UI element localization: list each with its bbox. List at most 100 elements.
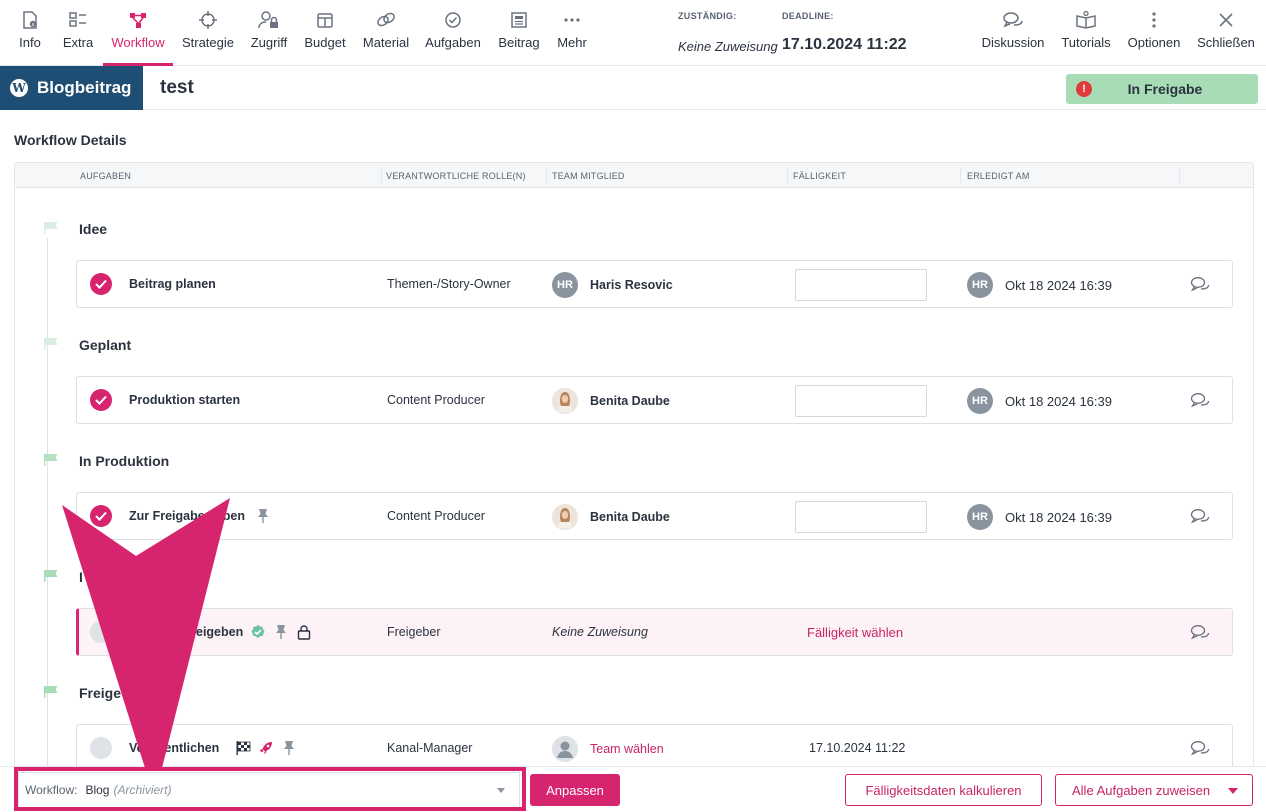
comment-icon[interactable] <box>1190 276 1210 292</box>
deadline-value[interactable]: 17.10.2024 11:22 <box>782 36 907 53</box>
nav-workflow[interactable]: Workflow <box>103 0 173 66</box>
column-header: TEAM MITGLIED <box>552 171 625 181</box>
task-role: Freigeber <box>387 625 441 639</box>
nav-diskussion[interactable]: Diskussion <box>980 0 1046 66</box>
task-name[interactable]: Zur Freigabe geben <box>129 509 245 523</box>
avatar <box>552 388 578 414</box>
table-row[interactable]: eigeben Freigeber Keine Zuweisung Fällig… <box>76 608 1233 656</box>
wallet-icon <box>314 9 336 31</box>
nav-budget[interactable]: Budget <box>302 0 348 66</box>
choose-due-date-link[interactable]: Fälligkeit wählen <box>807 625 904 640</box>
nav-mehr[interactable]: Mehr <box>554 0 590 66</box>
top-navigation: Info Extra Workflow Strategie Zugriff Bu… <box>0 0 1266 66</box>
workflow-icon <box>127 9 149 31</box>
nav-zugriff[interactable]: Zugriff <box>246 0 292 66</box>
user-placeholder-icon <box>552 736 578 762</box>
comment-icon[interactable] <box>1190 508 1210 524</box>
more-horizontal-icon <box>561 9 583 31</box>
comment-icon[interactable] <box>1190 624 1210 640</box>
stage-title: Freige <box>79 685 122 701</box>
team-member[interactable]: HR Haris Resovic <box>552 272 673 298</box>
nav-aufgaben[interactable]: Aufgaben <box>424 0 482 66</box>
completed-at: HR Okt 18 2024 16:39 <box>967 388 1112 414</box>
adjust-workflow-button[interactable]: Anpassen <box>530 774 620 806</box>
title-bar: W Blogbeitrag test ! In Freigabe <box>0 66 1266 110</box>
chat-icon <box>1002 9 1024 31</box>
table-row[interactable]: Produktion starten Content Producer Beni… <box>76 376 1233 424</box>
nav-schliessen[interactable]: Schließen <box>1196 0 1256 66</box>
assign-all-tasks-button[interactable]: Alle Aufgaben zuweisen <box>1055 774 1253 806</box>
highlight-frame <box>14 767 526 811</box>
pin-icon <box>272 623 289 640</box>
book-icon <box>1075 9 1097 31</box>
wordpress-icon: W <box>10 79 28 97</box>
status-badge[interactable]: ! In Freigabe <box>1066 74 1258 104</box>
table-row[interactable]: Zur Freigabe geben Content Producer Beni… <box>76 492 1233 540</box>
task-checkbox[interactable] <box>90 389 112 411</box>
task-name[interactable]: Produktion starten <box>129 393 241 407</box>
grid-list-icon <box>67 9 89 31</box>
deadline-label: DEADLINE: <box>782 11 834 21</box>
nav-info[interactable]: Info <box>12 0 48 66</box>
team-member[interactable]: Keine Zuweisung <box>552 625 648 639</box>
column-header: FÄLLIGKEIT <box>793 171 847 181</box>
column-header: ERLEDIGT AM <box>967 171 1030 181</box>
due-date[interactable]: 17.10.2024 11:22 <box>809 741 906 755</box>
document-title[interactable]: test <box>160 77 194 98</box>
team-member[interactable]: Benita Daube <box>552 388 670 414</box>
content-type-badge: W Blogbeitrag <box>0 66 143 110</box>
task-checkbox[interactable] <box>90 505 112 527</box>
newspaper-icon <box>508 9 530 31</box>
comment-icon[interactable] <box>1190 740 1210 756</box>
finish-flag-icon <box>234 739 251 756</box>
table-row[interactable]: Veröffentlichen Kanal-Manager Team wähle… <box>76 724 1233 772</box>
due-date-input[interactable] <box>795 269 927 301</box>
nav-tutorials[interactable]: Tutorials <box>1058 0 1114 66</box>
lock-icon <box>295 623 312 640</box>
stage-flag-icon <box>44 338 58 350</box>
nav-optionen[interactable]: Optionen <box>1126 0 1182 66</box>
nav-beitrag[interactable]: Beitrag <box>496 0 542 66</box>
stage-flag-icon <box>44 570 58 582</box>
table-row[interactable]: Beitrag planen Themen-/Story-Owner HR Ha… <box>76 260 1233 308</box>
nav-material[interactable]: Material <box>360 0 412 66</box>
assigned-label: ZUSTÄNDIG: <box>678 11 737 21</box>
completed-at: HR Okt 18 2024 16:39 <box>967 272 1112 298</box>
task-role: Themen-/Story-Owner <box>387 277 511 291</box>
task-name[interactable]: Beitrag planen <box>129 277 216 291</box>
task-checkbox[interactable] <box>90 737 112 759</box>
avatar <box>552 504 578 530</box>
task-name[interactable]: Veröffentlichen <box>129 741 220 755</box>
timeline-line <box>47 238 48 768</box>
column-header: VERANTWORTLICHE ROLLE(N) <box>386 171 526 181</box>
task-role: Content Producer <box>387 509 485 523</box>
stage-title: In Produktion <box>79 453 170 469</box>
verified-badge-icon <box>249 623 266 640</box>
calculate-due-dates-button[interactable]: Fälligkeitsdaten kalkulieren <box>845 774 1042 806</box>
close-icon <box>1215 9 1237 31</box>
team-member[interactable]: Benita Daube <box>552 504 670 530</box>
alert-icon: ! <box>1076 81 1092 97</box>
avatar: HR <box>967 388 993 414</box>
task-checkbox[interactable] <box>90 273 112 295</box>
stage-flag-icon <box>44 222 58 234</box>
column-header: AUFGABEN <box>80 171 132 181</box>
avatar: HR <box>967 504 993 530</box>
task-role: Kanal-Manager <box>387 741 473 755</box>
assigned-value[interactable]: Keine Zuweisung <box>678 39 778 54</box>
comment-icon[interactable] <box>1190 392 1210 408</box>
workflow-table: AUFGABEN VERANTWORTLICHE ROLLE(N) TEAM M… <box>14 162 1254 772</box>
link-icon <box>375 9 397 31</box>
workflow-select[interactable]: Workflow: Blog (Archiviert) <box>18 772 520 808</box>
avatar: HR <box>967 272 993 298</box>
team-member[interactable]: Team wählen <box>552 736 664 762</box>
task-checkbox[interactable] <box>90 621 112 643</box>
nav-strategie[interactable]: Strategie <box>179 0 237 66</box>
nav-extra[interactable]: Extra <box>60 0 96 66</box>
pin-icon <box>280 739 297 756</box>
task-name[interactable]: eigeben <box>196 625 244 639</box>
check-circle-icon <box>442 9 464 31</box>
due-date-input[interactable] <box>795 501 927 533</box>
due-date-input[interactable] <box>795 385 927 417</box>
chevron-down-icon <box>497 788 505 793</box>
